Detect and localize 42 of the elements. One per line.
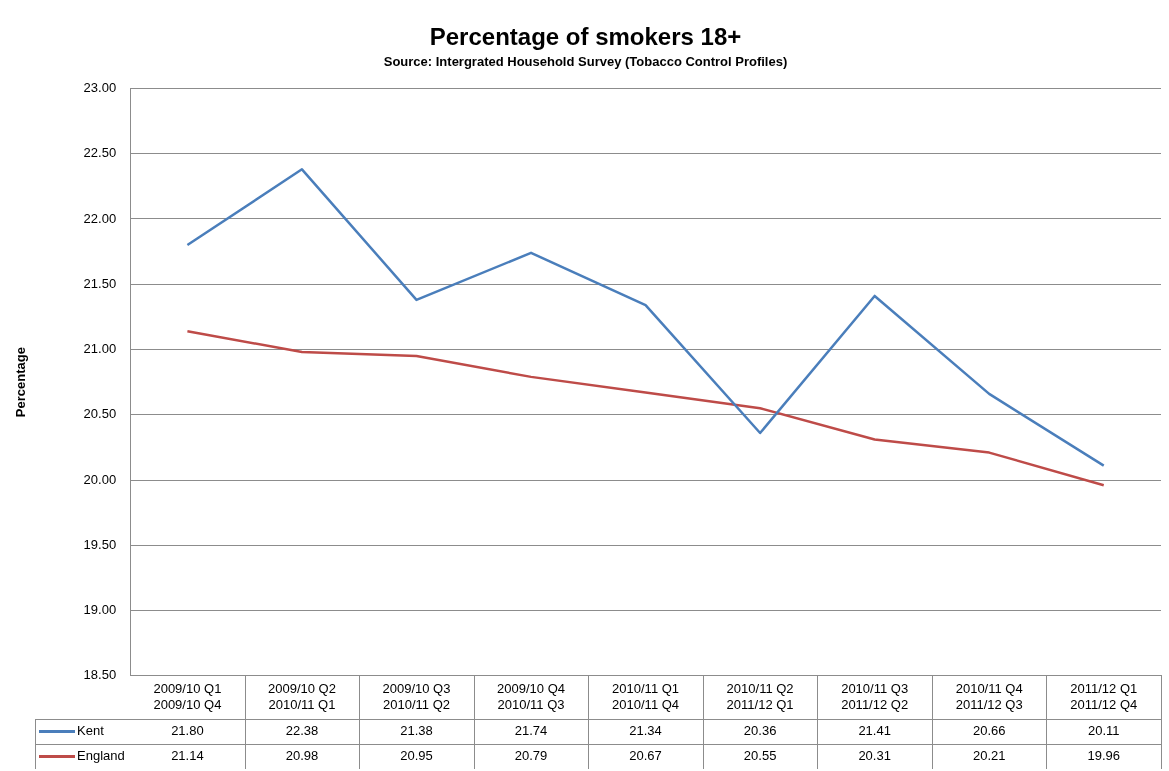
data-label: 21.38 (400, 723, 433, 739)
x-tick-label: 2009/10 Q4 2010/11 Q3 (497, 681, 565, 712)
data-label: 20.31 (858, 748, 891, 764)
y-tick-label: 21.50 (83, 275, 117, 291)
y-tick-label: 22.00 (83, 210, 117, 226)
x-tick-label: 2010/11 Q1 2010/11 Q4 (612, 681, 680, 712)
data-label: 22.38 (285, 723, 319, 739)
data-label: 20.55 (743, 748, 777, 764)
y-tick-label: 19.50 (83, 536, 117, 552)
x-tick-label: 2009/10 Q3 2010/11 Q2 (382, 681, 451, 712)
y-tick-label: 22.50 (83, 145, 117, 161)
x-tick-label: 2010/11 Q3 2011/12 Q2 (841, 681, 909, 712)
x-tick-label: 2009/10 Q2 2010/11 Q1 (267, 681, 336, 712)
x-tick-label: 2010/11 Q2 2011/12 Q1 (726, 681, 794, 712)
data-label: 21.41 (858, 723, 891, 739)
legend-label: Kent (77, 723, 105, 739)
data-label: 20.79 (514, 748, 548, 764)
data-label: 20.11 (1087, 723, 1120, 739)
y-tick-label: 18.50 (83, 667, 117, 683)
data-label: 20.66 (972, 723, 1006, 739)
data-label: 20.67 (629, 748, 662, 764)
legend-label: England (77, 748, 125, 764)
data-label: 21.14 (171, 748, 204, 764)
y-axis-title: Percentage (13, 347, 29, 418)
y-tick-label: 21.00 (83, 341, 117, 357)
y-tick-label: 23.00 (83, 79, 117, 95)
x-tick-label: 2011/12 Q1 2011/12 Q4 (1070, 681, 1138, 712)
data-label: 21.34 (629, 723, 662, 739)
data-label: 21.80 (171, 723, 204, 739)
chart-subtitle: Source: Intergrated Household Survey (Tobacco Control Profiles) (383, 54, 788, 70)
data-label: 21.74 (514, 723, 548, 739)
x-tick-label: 2010/11 Q4 2011/12 Q3 (955, 681, 1023, 712)
y-tick-label: 20.50 (83, 406, 117, 422)
x-tick-label: 2009/10 Q1 2009/10 Q4 (153, 681, 222, 712)
y-tick-label: 19.00 (83, 602, 117, 618)
data-label: 20.98 (285, 748, 319, 764)
data-label: 20.21 (972, 748, 1006, 764)
data-label: 20.36 (743, 723, 777, 739)
data-label: 19.96 (1087, 748, 1120, 764)
chart-title: Percentage of smokers 18+ (429, 23, 742, 51)
data-label: 20.95 (400, 748, 433, 764)
y-tick-label: 20.00 (83, 471, 117, 487)
